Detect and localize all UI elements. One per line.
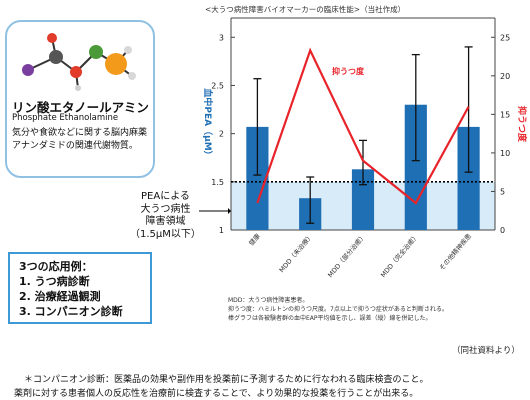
compound-name-jp: リン酸エタノールアミン <box>12 100 149 115</box>
pea-region-label-line: PEAによる <box>141 191 190 202</box>
bar <box>457 126 480 230</box>
pea-region-label: PEAによる 大うつ病性 障害領域 （1.5μM以下） <box>130 191 201 241</box>
left-axis-title: 血中PEA（μM） <box>202 88 214 159</box>
right-tick-label: 0 <box>500 226 505 235</box>
right-tick-label: 10 <box>500 149 510 158</box>
application-item: 1. うつ病診断 <box>19 275 90 288</box>
footnote-line: 薬剤に対する患者個人の反応性を治療前に検査することで、より効果的な投薬を行うこと… <box>14 389 419 399</box>
bar <box>351 169 375 230</box>
note-line: MDD：大うつ病性障害患者。 <box>228 297 309 304</box>
compound-description: 気分や食欲などに関する脳内麻薬アナンダミドの関連代謝物質。 <box>12 128 148 151</box>
compound-name-en: Phosphate Ethanolamine <box>12 113 119 123</box>
source-credit: （同社資料より） <box>452 346 520 356</box>
right-tick-label: 15 <box>500 110 510 119</box>
left-tick-label: 2.5 <box>211 81 224 90</box>
application-item: 2. 治療経過観測 <box>19 290 101 303</box>
category-label: 健康 <box>247 231 263 247</box>
chart-title: <大うつ病性障害バイオマーカーの臨床性能>（当社作成） <box>205 5 406 14</box>
left-tick-label: 2 <box>219 130 224 139</box>
category-label: その他精神疾患 <box>437 231 473 272</box>
right-tick-label: 5 <box>500 187 505 196</box>
molecule-icon <box>22 33 136 91</box>
note-line: 抑うつ度：ハミルトンの抑うつ尺度。7点以上で抑うつ症状があると判断される。 <box>228 306 448 313</box>
pea-region-label-line: 大うつ病性 <box>140 203 191 215</box>
bar <box>246 126 269 230</box>
compound-card <box>5 20 155 178</box>
right-tick-label: 20 <box>500 72 510 81</box>
note-line: 棒グラフは各被験者群の血中EAP平均値を示し、誤差（縦）線を併記した。 <box>228 315 432 322</box>
left-tick-label: 1 <box>219 226 224 235</box>
left-tick-label: 1.5 <box>211 178 224 187</box>
right-tick-label: 25 <box>500 33 510 42</box>
pea-region-label-line: （1.5μM以下） <box>130 228 201 240</box>
category-label: MDD（完全治癒） <box>378 232 420 280</box>
applications-heading: 3つの応用例： <box>19 260 93 273</box>
category-label: MDD（部分治癒） <box>326 232 368 280</box>
category-label: MDD（未治療） <box>277 232 315 275</box>
depression-line-label: 抑うつ度 <box>332 66 365 76</box>
chart-notes: MDD：大うつ病性障害患者。 抑うつ度：ハミルトンの抑うつ尺度。7点以上で抑うつ… <box>228 296 448 323</box>
footnote-line: ＊コンパニオン診断：医薬品の効果や副作用を投薬前に予測するために行なわれる臨床検… <box>24 375 429 385</box>
left-tick-label: 3 <box>219 33 224 42</box>
right-axis-title: 抑うつ度 <box>516 106 528 143</box>
application-item: 3. コンパニオン診断 <box>19 305 123 318</box>
applications-box: 3つの応用例： 1. うつ病診断 2. 治療経過観測 3. コンパニオン診断 <box>8 252 152 324</box>
pointer-arrow-head <box>228 208 231 214</box>
pea-region-label-line: 障害領域 <box>145 216 186 227</box>
